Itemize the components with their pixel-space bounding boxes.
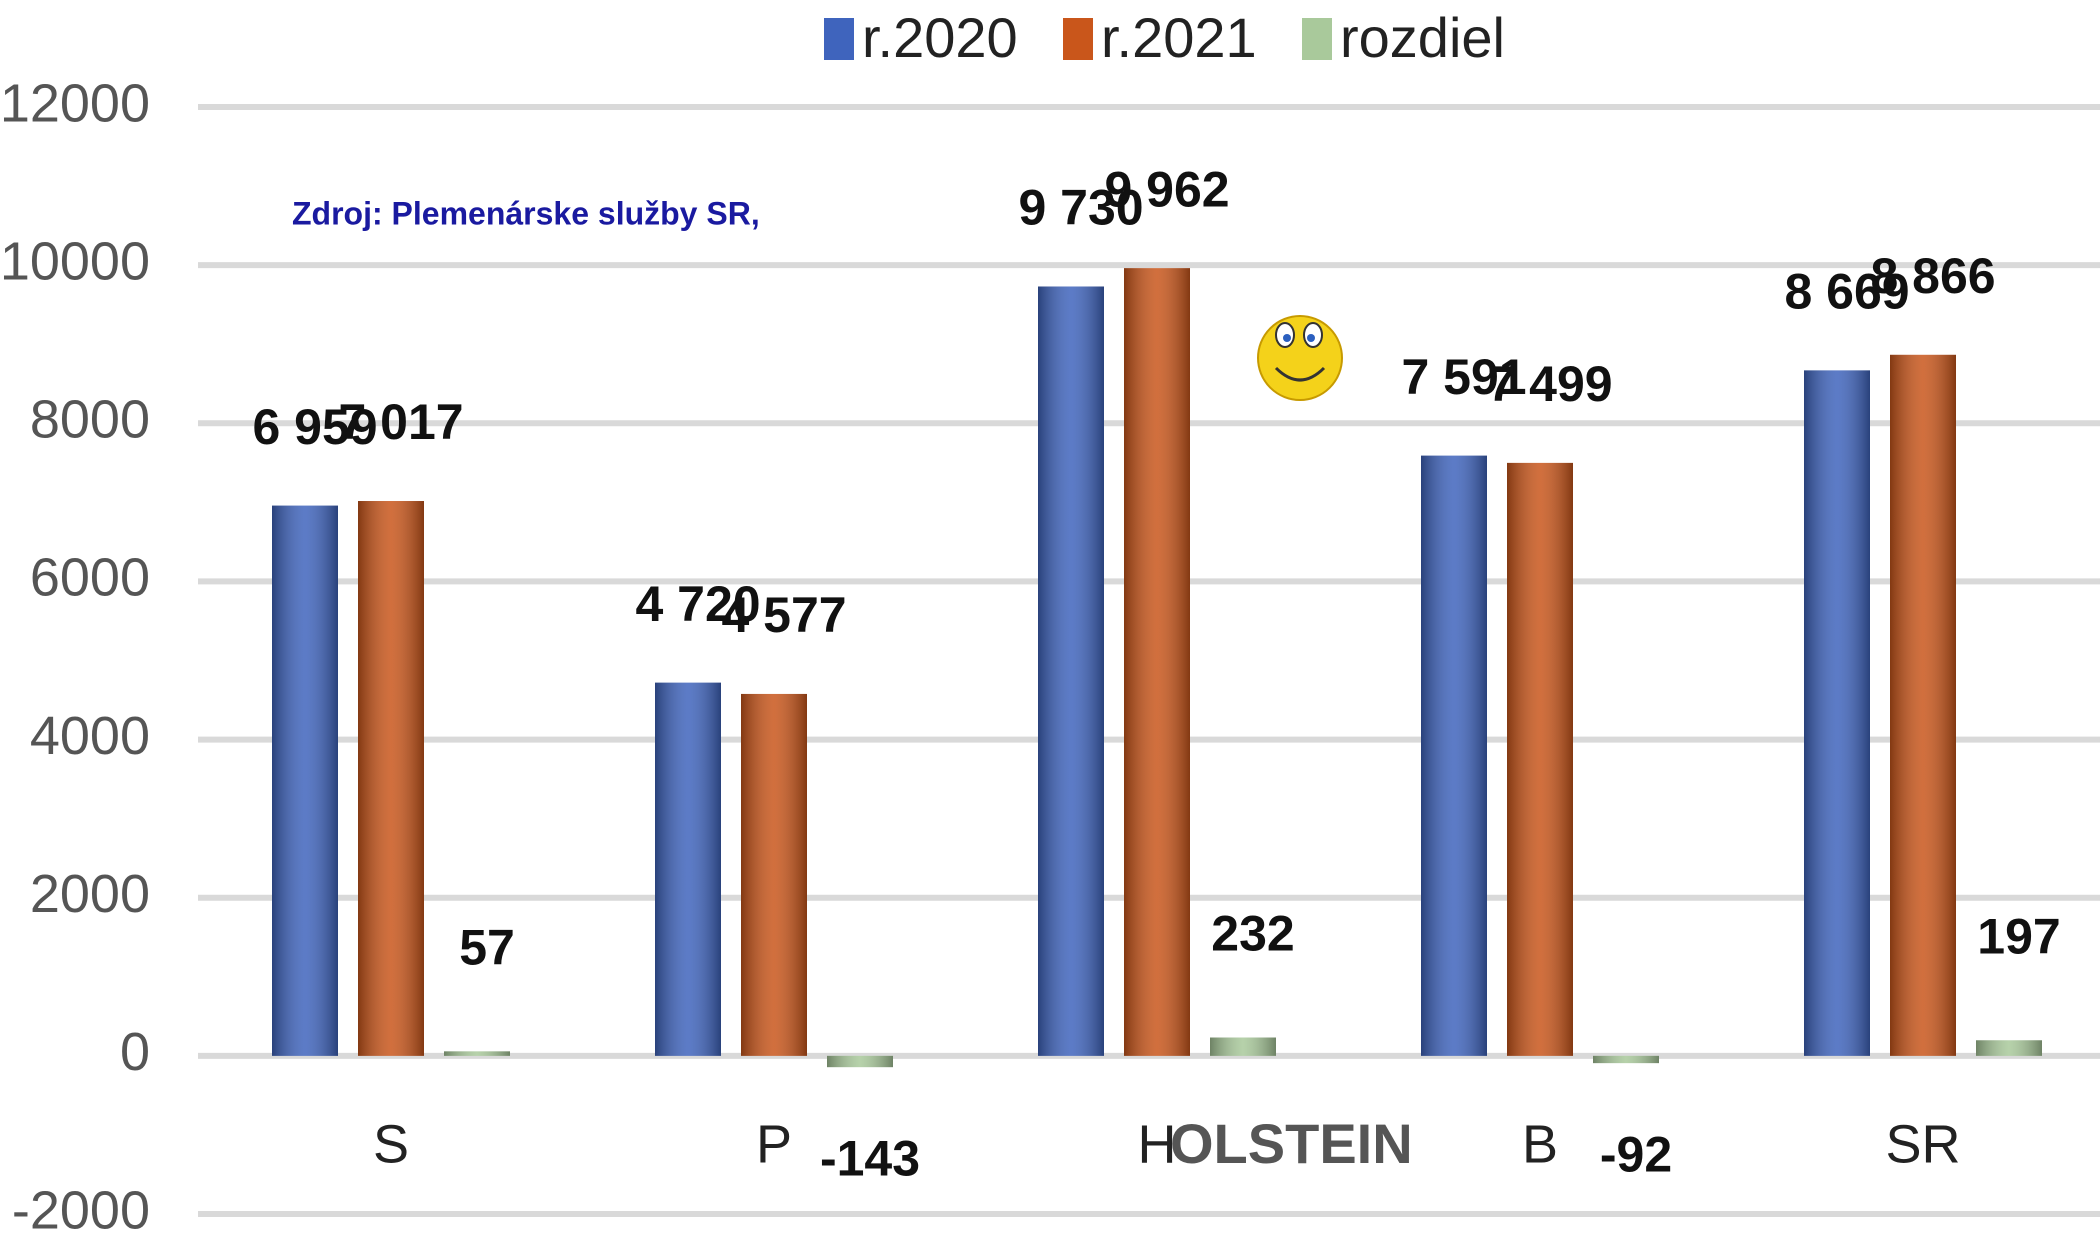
y-tick-label: 10000 [0,231,150,291]
value-label: 9 962 [1104,161,1229,217]
y-tick-label: 0 [120,1022,150,1082]
value-label: 6 959 [252,399,377,455]
y-tick-label: 2000 [30,864,150,924]
value-label: 7 591 [1401,349,1526,405]
value-label: 8 866 [1870,248,1995,304]
bar-shade [1038,286,1104,1056]
x-tick-label: S [373,1114,409,1174]
y-tick-label: 12000 [0,73,150,133]
bar-shade [1210,1037,1276,1056]
y-tick-label: 8000 [30,390,150,450]
value-label: 7 499 [1487,356,1612,412]
legend-swatch [1302,18,1332,60]
bar-shade [1804,370,1870,1056]
bar-shade [272,505,338,1056]
value-label: 7 017 [338,394,463,450]
bar-shade [655,682,721,1056]
legend-swatch [1063,18,1093,60]
legend-label: rozdiel [1340,6,1505,69]
source-note: Zdroj: Plemenárske služby SR, [292,195,760,231]
y-tick-label: -2000 [12,1180,150,1238]
y-tick-label: 6000 [30,548,150,608]
value-label: -92 [1600,1126,1672,1182]
value-label: 57 [459,920,515,976]
value-label: 8 669 [1784,264,1909,320]
value-label: 232 [1211,906,1294,962]
x-tick-label: P [756,1114,792,1174]
bar-shade [1976,1040,2042,1056]
bar-shade [444,1051,510,1056]
bar-shade [1507,462,1573,1056]
legend-label: r.2021 [1101,6,1257,69]
legend-label: r.2020 [862,6,1018,69]
value-label: 197 [1977,908,2060,964]
value-label: 4 720 [635,576,760,632]
bar-shade [358,501,424,1056]
bar-shade [1421,455,1487,1056]
x-tick-label: SR [1885,1114,1960,1174]
y-tick-label: 4000 [30,706,150,766]
bar-shade [1890,354,1956,1056]
value-label: 9 730 [1018,180,1143,236]
legend-swatch [824,18,854,60]
bar-shade [827,1055,893,1068]
smiley [1257,315,1343,401]
holstein-label: OLSTEIN [1170,1112,1413,1175]
x-tick-label: H [1138,1114,1177,1174]
value-label: -143 [820,1130,920,1186]
bar-shade [1593,1055,1659,1064]
bar-shade [741,693,807,1056]
x-tick-label: B [1522,1114,1558,1174]
bar-shade [1124,268,1190,1056]
value-label: 4 577 [721,587,846,643]
